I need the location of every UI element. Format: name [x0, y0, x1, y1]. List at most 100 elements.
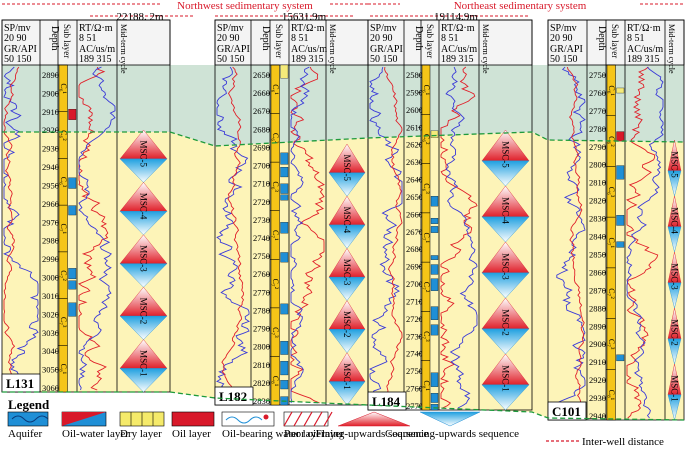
coarsening-triangle	[667, 226, 682, 253]
depth-tick: 2950	[42, 180, 59, 190]
interpretation-bed	[68, 177, 77, 189]
depth-label: Depth	[49, 26, 60, 50]
legend-label: Oil-bearing water layer	[222, 428, 325, 440]
coarsening-triangle	[119, 368, 168, 393]
depth-tick: 2710	[406, 296, 423, 306]
ac-label: AC/us/m	[79, 44, 115, 55]
depth-tick: 2900	[589, 339, 606, 349]
depth-tick: 2640	[406, 175, 423, 185]
sublayer-name: C₇³	[59, 317, 68, 328]
depth-tick: 2840	[589, 232, 606, 242]
rt-label: RT/Ω·m	[441, 23, 475, 34]
interpretation-bed	[430, 372, 439, 387]
coarsening-triangle	[667, 338, 682, 365]
depth-tick: 2680	[406, 244, 423, 254]
depth-tick: 2920	[589, 375, 606, 385]
depth-tick: 2910	[589, 357, 606, 367]
cycle-label: MSC-3	[342, 259, 352, 286]
depth-tick: 2910	[42, 107, 59, 117]
interpretation-bed	[280, 361, 289, 376]
cycle-label: MSC-1	[139, 350, 149, 377]
cycle-label: MSC-3	[670, 263, 680, 290]
sp-curve	[566, 66, 586, 419]
sublayer-name: C₈¹	[607, 390, 616, 401]
depth-tick: 2630	[406, 157, 423, 167]
legend-label: Fining-upwards sequence	[316, 428, 429, 440]
sp-label: SP/mv	[4, 23, 31, 34]
depth-tick: 2600	[406, 105, 423, 115]
depth-tick: 2990	[42, 254, 59, 264]
depth-tick: 2620	[406, 140, 423, 150]
depth-tick: 2730	[253, 215, 270, 225]
depth-tick: 2720	[406, 314, 423, 324]
sp-range: 20 90	[550, 33, 573, 44]
sub-layer-label: Sub layer	[274, 24, 284, 58]
depth-tick: 2700	[406, 279, 423, 289]
cycle-label: MSC-4	[139, 193, 149, 220]
well-frame	[367, 19, 533, 411]
ac-label: AC/us/m	[627, 44, 663, 55]
sub-layer-label: Sub layer	[62, 24, 72, 58]
depth-tick: 2830	[589, 214, 606, 224]
oil-swatch	[171, 411, 215, 427]
depth-tick: 2690	[406, 262, 423, 272]
ac-range: 189 315	[441, 54, 474, 65]
interpretation-bed	[280, 303, 289, 315]
coarsening-triangle	[667, 282, 682, 309]
rt-curve	[626, 66, 664, 419]
sublayer-name: C₆³	[607, 187, 616, 198]
depth-tick: 3010	[42, 291, 59, 301]
interpretation-bed	[280, 194, 289, 201]
depth-tick: 2790	[253, 324, 270, 334]
well-name-box	[214, 386, 254, 406]
sublayer-name: C₈¹	[422, 380, 431, 391]
mid-term-cycle-label: Mid-term cycle	[119, 24, 128, 74]
interpretation-bed	[280, 252, 289, 263]
depth-tick: 2820	[253, 378, 270, 388]
coarsening-triangle	[328, 172, 366, 197]
depth-tick: 2880	[589, 303, 606, 313]
depth-tick: 2660	[253, 88, 270, 98]
depth-tick: 2940	[42, 162, 59, 172]
well-name-box	[547, 401, 587, 421]
sublayer-name: C₆²	[607, 136, 616, 147]
depth-tick: 2720	[253, 197, 270, 207]
gr-label: GR/API	[370, 44, 403, 55]
rt-curve	[290, 66, 310, 404]
interpretation-bed	[430, 226, 439, 233]
depth-tick: 2760	[589, 88, 606, 98]
depth-tick: 2650	[253, 70, 270, 80]
sublayer-name: C₇²	[607, 288, 616, 299]
depth-tick: 2770	[589, 106, 606, 116]
coarsening-triangle	[119, 211, 168, 236]
sublayer-name: C₆²	[271, 133, 280, 144]
rt-range: 8 51	[441, 33, 459, 44]
ac-label: AC/us/m	[441, 44, 477, 55]
rt-range: 8 51	[627, 33, 645, 44]
interpretation-bed	[430, 404, 439, 411]
northeast-label: Northeast sedimentary system	[454, 0, 587, 12]
legend-label: Aquifer	[8, 428, 43, 440]
depth-tick: 2890	[42, 70, 59, 80]
depth-tick: 2580	[406, 70, 423, 80]
oil-water-half	[62, 412, 106, 426]
interpretation-bed	[616, 131, 625, 142]
depth-tick: 2740	[253, 233, 270, 243]
interpretation-bed	[616, 165, 625, 180]
legend-oil: Oil layer	[171, 411, 215, 440]
rt-range: 8 51	[79, 33, 97, 44]
coarsening-triangle	[481, 328, 530, 355]
gr-range: 50 150	[4, 54, 32, 65]
legend-label: Coarsening-upwards sequence	[385, 428, 519, 440]
sublayer-name: C₇²	[422, 282, 431, 293]
cycle-label: MSC-1	[342, 363, 352, 390]
gr-curve	[368, 66, 403, 409]
coarsening-triangle	[481, 160, 530, 187]
legend-label: Oil-water layer	[62, 428, 129, 440]
coarsening-triangle	[667, 170, 682, 197]
coarsening-triangle	[328, 329, 366, 354]
ac-curve	[290, 66, 325, 404]
legend-fining: Fining-upwards sequence	[316, 411, 429, 440]
